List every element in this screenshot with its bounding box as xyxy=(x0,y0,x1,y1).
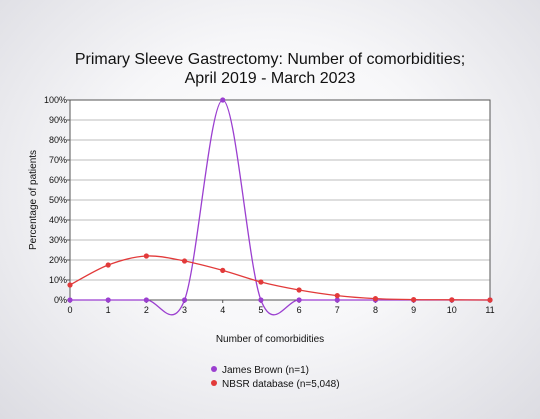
data-point-nbsr xyxy=(487,297,493,303)
legend-marker-nbsr xyxy=(211,380,217,386)
data-point-james-brown xyxy=(105,297,111,303)
legend-label-james-brown: James Brown (n=1) xyxy=(222,365,309,376)
data-point-nbsr xyxy=(296,287,302,293)
data-point-nbsr xyxy=(143,253,149,259)
data-point-nbsr xyxy=(258,279,264,285)
x-tick-label: 7 xyxy=(335,305,340,315)
data-point-nbsr xyxy=(67,282,73,288)
y-tick-label: 0% xyxy=(54,295,67,305)
data-point-james-brown xyxy=(67,297,73,303)
legend: James Brown (n=1) NBSR database (n=5,048… xyxy=(211,365,340,390)
y-tick-label: 100% xyxy=(44,95,67,105)
y-tick-label: 10% xyxy=(49,275,67,285)
data-point-james-brown xyxy=(181,297,188,303)
y-tick-label: 80% xyxy=(49,135,67,145)
data-point-nbsr xyxy=(220,267,226,273)
series-layer xyxy=(67,97,493,316)
legend-label-nbsr: NBSR database (n=5,048) xyxy=(222,379,340,390)
y-tick-label: 50% xyxy=(49,195,67,205)
y-tick-label: 60% xyxy=(49,175,67,185)
y-tick-label: 20% xyxy=(49,255,67,265)
x-tick-label: 8 xyxy=(373,305,378,315)
x-tick-label: 5 xyxy=(258,305,263,315)
y-axis-label: Percentage of patients xyxy=(28,150,39,250)
gridlines xyxy=(70,119,490,281)
chart-title-line-2: April 2019 - March 2023 xyxy=(185,70,356,87)
x-tick-label: 6 xyxy=(297,305,302,315)
data-point-james-brown xyxy=(220,97,226,103)
x-tick-label: 1 xyxy=(106,305,111,315)
chart-title-line-1: Primary Sleeve Gastrectomy: Number of co… xyxy=(75,51,465,68)
data-point-james-brown xyxy=(143,297,149,303)
data-point-nbsr xyxy=(105,262,111,268)
data-point-nbsr xyxy=(411,297,417,303)
data-point-james-brown xyxy=(258,297,264,303)
x-tick-label: 0 xyxy=(67,305,72,315)
legend-marker-james-brown xyxy=(211,366,217,372)
y-tick-label: 90% xyxy=(49,115,67,125)
x-tick-label: 10 xyxy=(447,305,457,315)
data-point-james-brown xyxy=(296,297,302,303)
x-axis-ticks: 0 1 2 3 4 5 6 7 8 9 10 11 xyxy=(67,300,495,315)
x-tick-label: 3 xyxy=(182,305,187,315)
data-point-nbsr xyxy=(449,297,455,303)
x-tick-label: 2 xyxy=(144,305,149,315)
x-axis-label: Number of comorbidities xyxy=(216,334,324,345)
x-tick-label: 4 xyxy=(220,305,225,315)
y-tick-label: 30% xyxy=(49,235,67,245)
x-tick-label: 9 xyxy=(411,305,416,315)
data-point-nbsr xyxy=(334,293,340,299)
data-point-nbsr xyxy=(181,258,188,264)
x-tick-label: 11 xyxy=(485,305,494,315)
y-axis-ticks: 0% 10% 20% 30% 40% 50% 60% 70% 80% 90% 100% xyxy=(44,95,70,305)
data-point-james-brown xyxy=(334,297,340,303)
y-tick-label: 70% xyxy=(49,155,67,165)
y-tick-label: 40% xyxy=(49,215,67,225)
series-line-nbsr xyxy=(69,255,491,301)
data-point-nbsr xyxy=(372,296,379,302)
